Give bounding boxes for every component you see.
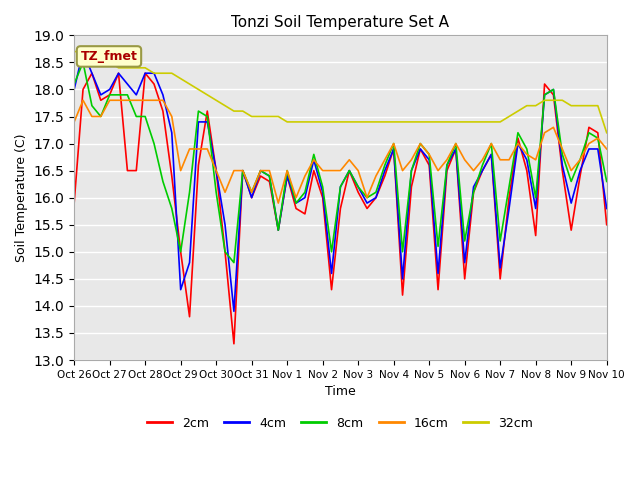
32cm bbox=[390, 119, 397, 125]
16cm bbox=[186, 146, 193, 152]
8cm bbox=[186, 190, 193, 195]
Line: 16cm: 16cm bbox=[74, 100, 607, 203]
8cm bbox=[79, 60, 87, 65]
4cm bbox=[408, 168, 415, 173]
16cm bbox=[603, 146, 611, 152]
4cm bbox=[275, 227, 282, 233]
Line: 8cm: 8cm bbox=[74, 62, 607, 263]
16cm bbox=[275, 200, 282, 206]
32cm bbox=[355, 119, 362, 125]
16cm bbox=[204, 146, 211, 152]
32cm bbox=[195, 86, 202, 92]
4cm bbox=[372, 195, 380, 201]
Y-axis label: Soil Temperature (C): Soil Temperature (C) bbox=[15, 133, 28, 262]
16cm bbox=[70, 119, 78, 125]
2cm bbox=[88, 71, 96, 76]
2cm bbox=[372, 195, 380, 201]
2cm bbox=[603, 222, 611, 228]
2cm bbox=[204, 108, 211, 114]
16cm bbox=[372, 173, 380, 179]
2cm bbox=[70, 200, 78, 206]
16cm bbox=[79, 97, 87, 103]
8cm bbox=[550, 86, 557, 92]
8cm bbox=[408, 168, 415, 173]
4cm bbox=[79, 48, 87, 54]
4cm bbox=[70, 86, 78, 92]
16cm bbox=[266, 168, 273, 173]
32cm bbox=[70, 48, 78, 54]
32cm bbox=[603, 130, 611, 136]
Text: TZ_fmet: TZ_fmet bbox=[81, 50, 138, 63]
Title: Tonzi Soil Temperature Set A: Tonzi Soil Temperature Set A bbox=[232, 15, 449, 30]
4cm bbox=[204, 119, 211, 125]
8cm bbox=[372, 190, 380, 195]
Line: 4cm: 4cm bbox=[74, 51, 607, 312]
4cm bbox=[550, 86, 557, 92]
8cm bbox=[275, 227, 282, 233]
2cm bbox=[550, 92, 557, 98]
8cm bbox=[230, 260, 237, 265]
32cm bbox=[257, 114, 264, 120]
16cm bbox=[550, 124, 557, 130]
32cm bbox=[532, 103, 540, 108]
2cm bbox=[408, 184, 415, 190]
16cm bbox=[408, 157, 415, 163]
2cm bbox=[275, 227, 282, 233]
8cm bbox=[204, 114, 211, 120]
4cm bbox=[603, 205, 611, 211]
Legend: 2cm, 4cm, 8cm, 16cm, 32cm: 2cm, 4cm, 8cm, 16cm, 32cm bbox=[143, 412, 538, 435]
4cm bbox=[230, 309, 237, 314]
2cm bbox=[230, 341, 237, 347]
8cm bbox=[70, 81, 78, 87]
X-axis label: Time: Time bbox=[325, 385, 356, 398]
Line: 32cm: 32cm bbox=[74, 51, 607, 133]
4cm bbox=[186, 260, 193, 265]
32cm bbox=[177, 76, 184, 82]
8cm bbox=[603, 179, 611, 184]
2cm bbox=[186, 314, 193, 320]
Line: 2cm: 2cm bbox=[74, 73, 607, 344]
